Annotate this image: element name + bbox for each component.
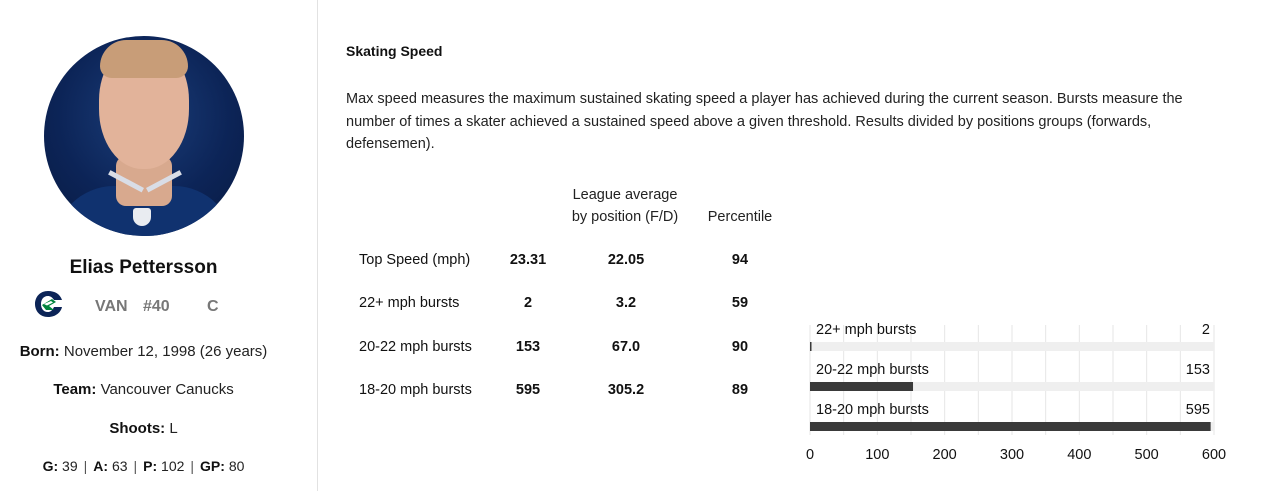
team-info: Team: Vancouver Canucks (0, 381, 287, 398)
row-value: 595 (515, 382, 541, 398)
section-title: Skating Speed (346, 43, 443, 59)
chart-x-tick-label: 300 (999, 447, 1025, 463)
player-headshot (44, 36, 244, 236)
shoots-info: Shoots: L (0, 420, 287, 437)
games-played-value: 80 (228, 458, 245, 474)
chart-x-tick-label: 500 (1134, 447, 1159, 463)
player-position: C (207, 298, 219, 315)
row-league-average: 22.05 (607, 252, 645, 268)
assists-label: A: (93, 458, 109, 474)
row-value: 23.31 (509, 252, 547, 268)
row-label: 20-22 mph bursts (359, 339, 472, 355)
row-percentile: 90 (731, 339, 749, 355)
chart-bar-label: 22+ mph bursts (816, 322, 917, 338)
shoots-value: L (169, 420, 178, 437)
chart-x-tick-label: 0 (805, 447, 815, 463)
bursts-chart-canvas (809, 325, 1215, 435)
row-percentile: 59 (731, 295, 749, 311)
chart-bar-value: 595 (1185, 402, 1210, 418)
jersey-number: #40 (143, 298, 170, 315)
row-league-average: 305.2 (607, 382, 645, 398)
player-profile-card: Elias Pettersson VAN #40 C Born: Novembe… (0, 0, 318, 491)
goals-value: 39 (62, 458, 78, 474)
bursts-bar-chart: 22+ mph bursts 2 20-22 mph bursts 153 18-20 … (800, 315, 1240, 485)
row-value: 2 (523, 295, 533, 311)
canucks-logo-icon (35, 291, 62, 317)
header-percentile: Percentile (707, 209, 773, 225)
chart-bar (810, 342, 812, 351)
chart-bar-value: 2 (1201, 322, 1210, 338)
chart-bar-label: 20-22 mph bursts (816, 362, 929, 378)
stat-divider: | (133, 458, 138, 474)
born-value: November 12, 1998 (26 years) (63, 343, 268, 360)
born-label: Born: (19, 343, 60, 360)
chart-bar-track (810, 382, 1214, 391)
team-row: VAN #40 C (0, 291, 287, 320)
points-label: P: (143, 458, 158, 474)
team-abbreviation: VAN (95, 298, 128, 315)
chart-x-tick-label: 600 (1201, 447, 1227, 463)
shoots-label: Shoots: (109, 420, 166, 437)
assists-value: 63 (111, 458, 128, 474)
row-label: Top Speed (mph) (359, 252, 471, 268)
games-played-label: GP: (200, 458, 225, 474)
row-label: 18-20 mph bursts (359, 382, 472, 398)
row-percentile: 94 (731, 252, 749, 268)
chart-x-tick-label: 400 (1067, 447, 1092, 463)
chart-bar-track (810, 342, 1214, 351)
stat-divider: | (83, 458, 88, 474)
season-stats: G: 39 | A: 63 | P: 102 | GP: 80 (0, 458, 287, 474)
chart-bar (810, 422, 1211, 431)
team-value: Vancouver Canucks (100, 381, 234, 398)
player-name: Elias Pettersson (69, 257, 218, 278)
chart-x-tick-label: 200 (932, 447, 957, 463)
goals-label: G: (42, 458, 59, 474)
chart-bar-value: 153 (1185, 362, 1210, 378)
row-percentile: 89 (731, 382, 749, 398)
row-league-average: 3.2 (615, 295, 637, 311)
stat-divider: | (190, 458, 195, 474)
row-label: 22+ mph bursts (359, 295, 460, 311)
section-description: Max speed measures the maximum sustained… (346, 91, 1183, 152)
header-league-average-line2: by position (F/D) (571, 209, 679, 225)
born-info: Born: November 12, 1998 (26 years) (0, 343, 287, 360)
header-league-average-line1: League average (572, 187, 678, 203)
chart-x-tick-label: 100 (865, 447, 890, 463)
team-label: Team: (53, 381, 97, 398)
row-value: 153 (515, 339, 541, 355)
points-value: 102 (161, 458, 185, 474)
chart-bar (810, 382, 914, 391)
chart-bar-label: 18-20 mph bursts (816, 402, 929, 418)
header-league-average: League average by position (F/D) (560, 184, 690, 228)
row-league-average: 67.0 (611, 339, 641, 355)
